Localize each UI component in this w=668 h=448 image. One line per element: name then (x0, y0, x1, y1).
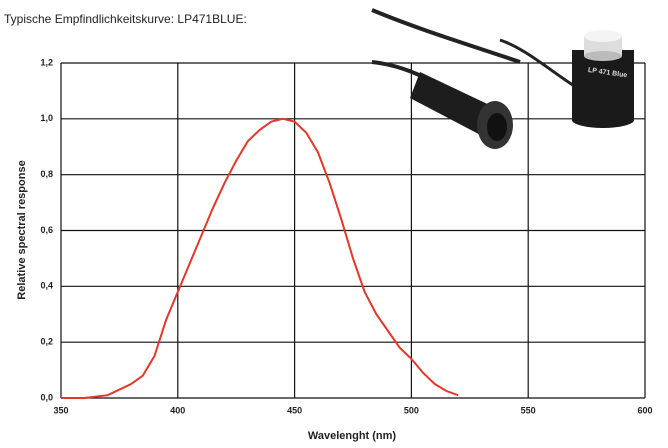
x-axis-label: Wavelenght (nm) (308, 430, 397, 442)
x-tick-label: 550 (521, 405, 536, 415)
x-tick-label: 450 (287, 405, 302, 415)
y-tick-label: 0,8 (40, 169, 53, 179)
x-tick-label: 600 (637, 405, 652, 415)
x-tick-label: 350 (53, 405, 68, 415)
chart-title: Typische Empfindlichkeitskurve: LP471BLU… (4, 12, 247, 26)
y-tick-label: 0,4 (40, 281, 53, 291)
data-line (61, 119, 458, 398)
plot: 0,0 0,2 0,4 0,6 0,8 1,0 1,2 350 400 450 500 550 600 (40, 57, 652, 415)
page: Typische Empfindlichkeitskurve: LP471BLU… (0, 0, 668, 443)
y-tick-label: 0,2 (40, 337, 53, 347)
y-tick-label: 0,6 (40, 225, 53, 235)
y-axis-label: Relative spectral response (16, 160, 28, 299)
x-tick-label: 500 (404, 405, 419, 415)
y-tick-label: 1,2 (40, 57, 53, 67)
y-tick-label: 0,0 (40, 392, 53, 402)
y-tick-label: 1,0 (40, 113, 53, 123)
x-tick-label: 400 (170, 405, 185, 415)
